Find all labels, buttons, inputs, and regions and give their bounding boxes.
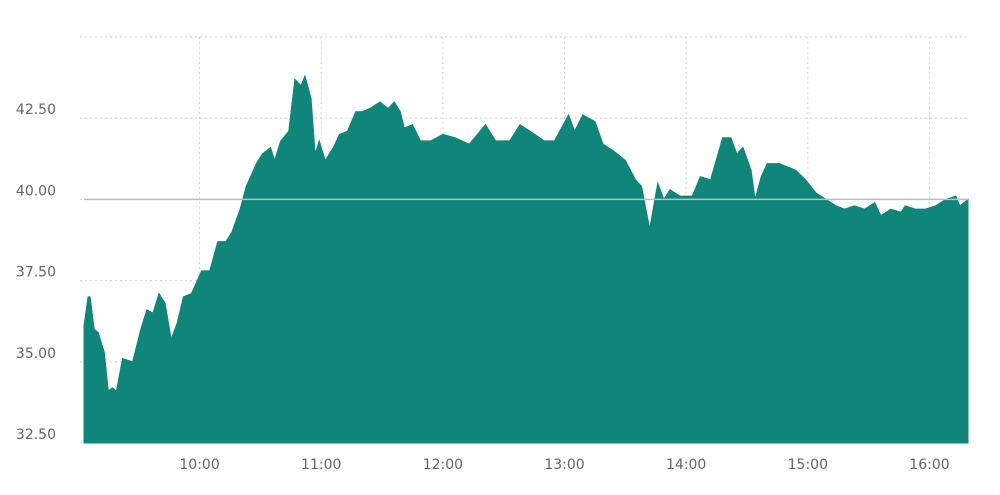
y-tick-label: 35.00 bbox=[16, 346, 56, 362]
x-tick-label: 14:00 bbox=[666, 457, 706, 473]
price-area bbox=[83, 74, 969, 444]
y-tick-label: 32.50 bbox=[16, 427, 56, 443]
x-tick-label: 15:00 bbox=[788, 457, 828, 473]
x-tick-label: 13:00 bbox=[544, 457, 584, 473]
y-tick-label: 40.00 bbox=[16, 183, 56, 199]
y-tick-label: 42.50 bbox=[16, 102, 56, 118]
x-tick-label: 11:00 bbox=[301, 457, 341, 473]
x-tick-label: 10:00 bbox=[179, 457, 219, 473]
x-tick-label: 12:00 bbox=[423, 457, 463, 473]
y-tick-label: 37.50 bbox=[16, 265, 56, 281]
x-tick-label: 16:00 bbox=[909, 457, 949, 473]
